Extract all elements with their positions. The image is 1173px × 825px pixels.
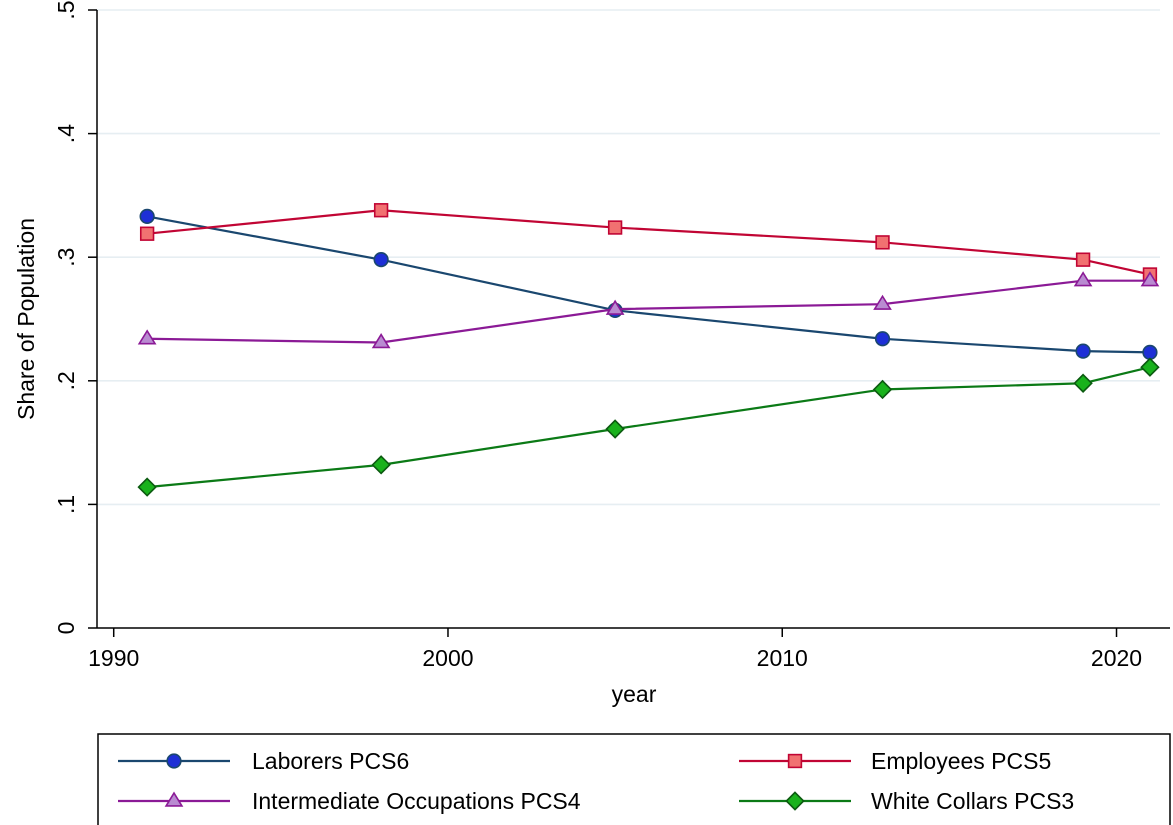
x-tick-label: 2000 <box>422 645 473 671</box>
legend-label: White Collars PCS3 <box>871 788 1074 814</box>
legend-item: White Collars PCS3 <box>739 788 1074 814</box>
data-point <box>1073 271 1093 287</box>
legend-item: Laborers PCS6 <box>118 748 409 774</box>
legend: Laborers PCS6 Employees PCS5 Intermediate … <box>97 733 1171 825</box>
y-tick-label: .2 <box>53 371 79 390</box>
series-line <box>146 215 1150 354</box>
y-tick-label: .4 <box>53 124 79 143</box>
series-line <box>147 366 1151 489</box>
legend-item: Intermediate Occupations PCS4 <box>118 788 581 814</box>
x-tick-label: 1990 <box>88 645 139 671</box>
data-point <box>605 299 625 315</box>
y-tick-label: .1 <box>53 495 79 514</box>
data-point <box>139 226 155 241</box>
series-group <box>137 203 1160 497</box>
data-point <box>607 220 623 235</box>
grid-lines <box>97 9 1160 506</box>
y-tick-label: 0 <box>53 622 79 635</box>
x-tick-label: 2020 <box>1091 645 1142 671</box>
tick-marks: 0 .1 .2 .3 .4 .5 1990 2000 2010 2020 <box>53 0 1142 671</box>
series-line <box>147 279 1150 344</box>
legend-box <box>97 733 1171 825</box>
legend-label: Laborers PCS6 <box>252 748 409 774</box>
data-point <box>872 379 893 400</box>
series-1 <box>139 208 1158 360</box>
legend-marker <box>166 753 182 769</box>
data-point <box>1073 373 1093 393</box>
axes <box>96 10 1170 629</box>
y-tick-label: .5 <box>53 0 79 19</box>
data-point <box>1075 343 1091 359</box>
data-point <box>1140 271 1160 287</box>
legend-marker <box>785 791 805 811</box>
data-point <box>605 419 625 439</box>
y-axis-label: Share of Population <box>13 218 39 420</box>
data-point <box>137 477 157 497</box>
series-4 <box>137 357 1160 497</box>
data-point <box>373 252 389 268</box>
series-3 <box>137 271 1160 349</box>
data-point <box>874 331 891 347</box>
data-point <box>1142 344 1158 360</box>
data-point <box>371 455 391 475</box>
data-point <box>1140 357 1160 377</box>
data-point <box>873 294 892 310</box>
data-point <box>139 208 155 225</box>
legend-label: Intermediate Occupations PCS4 <box>252 788 581 814</box>
legend-marker <box>787 753 803 769</box>
data-point <box>137 329 157 345</box>
y-tick-label: .3 <box>53 248 79 267</box>
x-axis-label: year <box>612 681 657 707</box>
data-point <box>875 235 890 250</box>
legend-item: Employees PCS5 <box>739 748 1051 774</box>
data-point <box>373 203 389 218</box>
data-point <box>371 333 391 349</box>
x-tick-label: 2010 <box>757 645 808 671</box>
legend-label: Employees PCS5 <box>871 748 1051 774</box>
series-line <box>147 209 1151 276</box>
data-point <box>1075 252 1091 267</box>
legend-marker <box>164 791 184 807</box>
